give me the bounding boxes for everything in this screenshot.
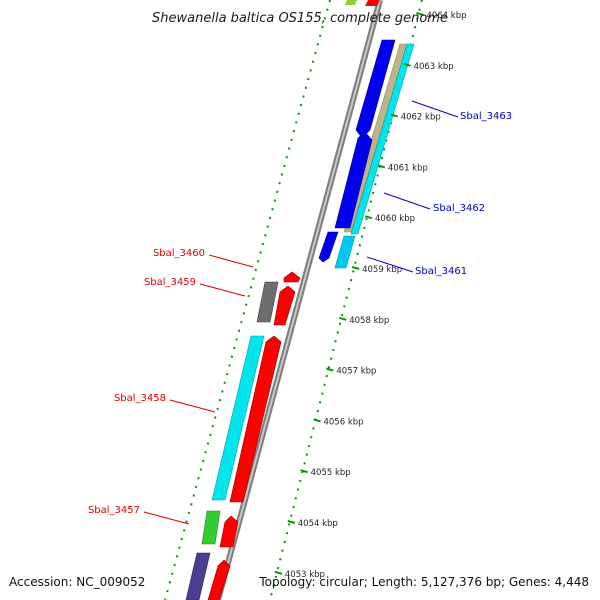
gene-feature-purple xyxy=(185,552,211,600)
gene-label-sbal3457: Sbal_3457 xyxy=(88,505,140,516)
leader-sbal3460 xyxy=(208,254,254,268)
tick-mark xyxy=(416,12,424,16)
outer-dotted-ring xyxy=(164,0,331,600)
tick-label: 4056 kbp xyxy=(323,417,363,427)
tick-mark xyxy=(338,316,347,321)
tick-label: 4064 kbp xyxy=(426,11,466,21)
gene-sbal3457-block xyxy=(219,515,239,548)
accession-text: Accession: NC_009052 xyxy=(9,575,145,589)
tick-label: 4055 kbp xyxy=(311,468,351,478)
gene-sbal3461-block xyxy=(318,231,339,263)
label-leaders xyxy=(143,100,459,525)
gene-label-sbal3462: Sbal_3462 xyxy=(433,203,485,214)
leader-sbal3463 xyxy=(411,100,459,118)
tick-mark xyxy=(274,570,283,575)
gene-feature-gray xyxy=(256,281,279,323)
leader-sbal3459 xyxy=(199,283,246,297)
reverse-strand-features xyxy=(185,271,301,600)
tick-mark xyxy=(351,266,360,270)
map-title: Shewanella baltica OS155, complete genom… xyxy=(152,11,448,26)
leader-sbal3462 xyxy=(383,192,431,210)
tick-mark xyxy=(403,62,411,67)
tick-label: 4063 kbp xyxy=(414,62,454,72)
gene-feature-top-green xyxy=(345,0,357,5)
gene-feature-bottom-red xyxy=(207,559,231,600)
gene-sbal3460-block xyxy=(283,271,301,283)
gene-feature-top-red xyxy=(365,0,380,6)
gene-feature-cyan-long xyxy=(211,335,265,501)
gene-label-sbal3461: Sbal_3461 xyxy=(415,266,467,277)
tick-label: 4059 kbp xyxy=(362,265,402,275)
gene-feature-cyan-small xyxy=(334,235,356,269)
gene-sbal3458-block xyxy=(229,335,282,503)
leader-sbal3457 xyxy=(143,511,190,525)
tick-mark xyxy=(287,520,296,524)
gene-feature-cyan xyxy=(350,43,415,235)
gene-labels: Sbal_3463 Sbal_3462 Sbal_3461 Sbal_3460 … xyxy=(88,111,512,516)
kbp-ticks: 4064 kbp 4063 kbp 4062 kbp 4061 kbp 4060 kbp… xyxy=(274,11,467,580)
genome-backbone-highlight xyxy=(217,0,381,600)
tick-label: 4061 kbp xyxy=(388,163,428,173)
tick-mark xyxy=(300,469,308,474)
leader-sbal3461 xyxy=(366,256,414,273)
forward-strand-features xyxy=(318,0,415,269)
tick-label: 4053 kbp xyxy=(285,570,325,580)
gene-label-sbal3463: Sbal_3463 xyxy=(460,111,512,122)
gene-label-sbal3459: Sbal_3459 xyxy=(144,277,196,288)
tick-label: 4060 kbp xyxy=(375,214,415,224)
tick-label: 4058 kbp xyxy=(349,316,389,326)
leader-sbal3458 xyxy=(169,399,216,413)
tick-mark xyxy=(377,164,386,169)
tick-mark xyxy=(326,367,334,372)
gene-sbal3462-block xyxy=(334,131,373,229)
gene-label-sbal3458: Sbal_3458 xyxy=(114,393,166,404)
gene-label-sbal3460: Sbal_3460 xyxy=(153,248,205,259)
tick-label: 4054 kbp xyxy=(298,519,338,529)
gene-sbal3459-block xyxy=(273,285,296,326)
gene-feature-green xyxy=(201,510,221,545)
tick-mark xyxy=(364,215,373,220)
tick-label: 4057 kbp xyxy=(336,367,376,377)
tick-mark xyxy=(390,113,398,118)
tick-mark xyxy=(313,418,321,423)
tick-label: 4062 kbp xyxy=(401,113,441,123)
topology-text: Topology: circular; Length: 5,127,376 bp… xyxy=(258,575,589,589)
